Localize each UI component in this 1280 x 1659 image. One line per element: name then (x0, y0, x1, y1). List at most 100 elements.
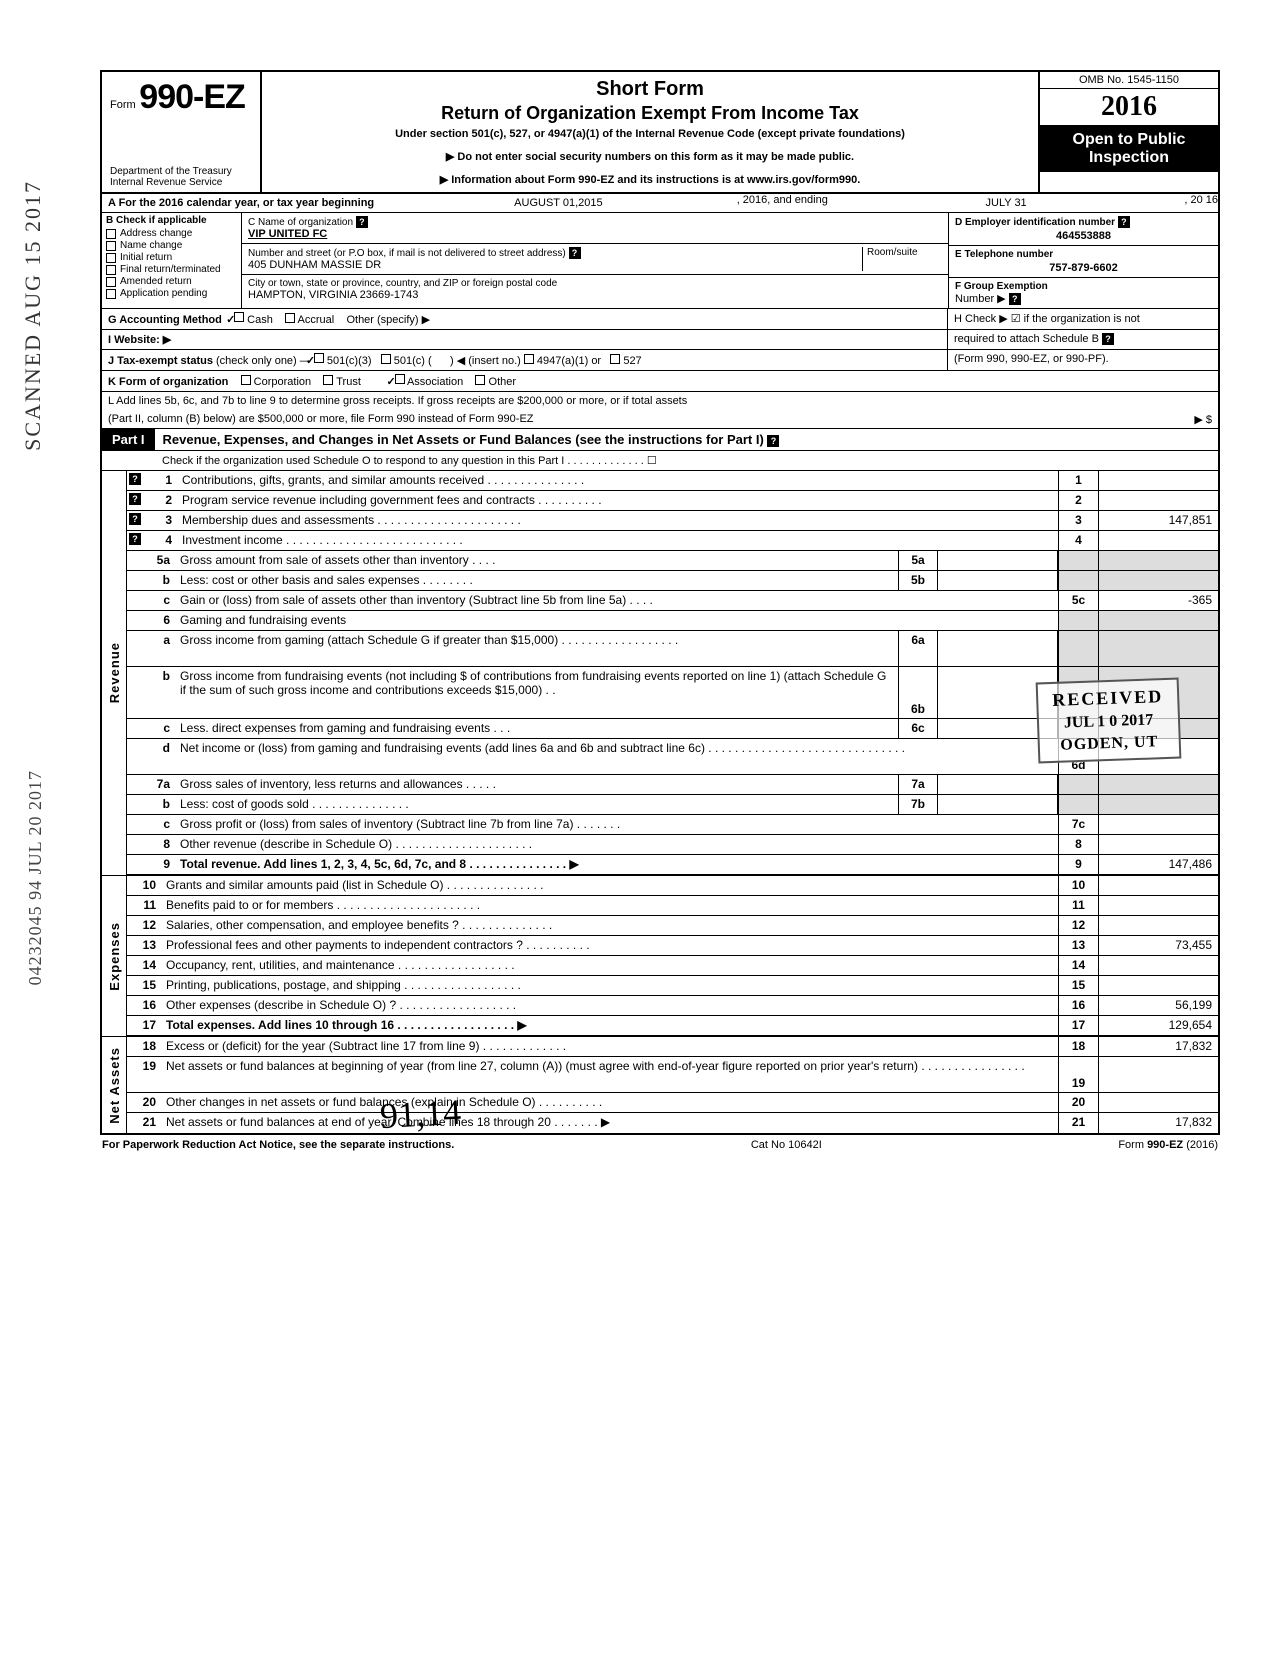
form-prefix: Form (110, 99, 136, 111)
chk-initial-return[interactable] (106, 253, 116, 263)
help-icon: ? (129, 473, 141, 485)
line1-val (1098, 471, 1218, 490)
row-j-tax-status: J Tax-exempt status (check only one) — 5… (102, 350, 1218, 371)
row-k-form-org: K Form of organization Corporation Trust… (102, 371, 1218, 392)
chk-other[interactable] (475, 375, 485, 385)
line4-val (1098, 531, 1218, 550)
header-mid: Short Form Return of Organization Exempt… (262, 72, 1038, 192)
help-icon: ? (129, 493, 141, 505)
expenses-label: Expenses (107, 922, 122, 991)
line20-val (1098, 1093, 1218, 1112)
chk-assoc[interactable] (395, 374, 405, 384)
line19-val (1098, 1057, 1218, 1092)
line11-val (1098, 896, 1218, 915)
chk-name-change[interactable] (106, 241, 116, 251)
handwritten-note: 91,14 (379, 1091, 462, 1137)
line5a-val (938, 551, 1058, 570)
col-def: D Employer identification number ? 46455… (948, 213, 1218, 308)
line18-val: 17,832 (1098, 1037, 1218, 1056)
help-icon: ? (569, 247, 581, 259)
tax-year-end-month: JULY 31 (828, 194, 1185, 212)
line3-val: 147,851 (1098, 511, 1218, 530)
phone: 757-879-6602 (955, 262, 1212, 274)
line2-val (1098, 491, 1218, 510)
chk-trust[interactable] (323, 375, 333, 385)
ein: 464553888 (955, 230, 1212, 242)
tax-year-end-year: , 20 16 (1184, 194, 1218, 212)
line5b-val (938, 571, 1058, 590)
footer-cat: Cat No 10642I (751, 1139, 822, 1151)
help-icon: ? (1009, 293, 1021, 305)
omb-number: OMB No. 1545-1150 (1040, 72, 1218, 89)
line21-val: 17,832 (1098, 1113, 1218, 1133)
title-return: Return of Organization Exempt From Incom… (272, 103, 1028, 124)
org-street: 405 DUNHAM MASSIE DR (248, 259, 862, 271)
chk-accrual[interactable] (285, 313, 295, 323)
chk-527[interactable] (610, 354, 620, 364)
help-icon: ? (1118, 216, 1130, 228)
line12-val (1098, 916, 1218, 935)
org-city: HAMPTON, VIRGINIA 23669-1743 (248, 289, 942, 301)
org-name: VIP UNITED FC (248, 228, 942, 240)
row-i-website: I Website: ▶ required to attach Schedule… (102, 330, 1218, 350)
footer-paperwork: For Paperwork Reduction Act Notice, see … (102, 1139, 454, 1151)
header-right: OMB No. 1545-1150 2016 Open to Public In… (1038, 72, 1218, 192)
line8-val (1098, 835, 1218, 854)
row-a-tax-year: A For the 2016 calendar year, or tax yea… (102, 194, 1218, 213)
line14-val (1098, 956, 1218, 975)
part1-check: Check if the organization used Schedule … (102, 451, 1218, 471)
part1-title: Revenue, Expenses, and Changes in Net As… (155, 429, 788, 450)
line16-val: 56,199 (1098, 996, 1218, 1015)
section-net-assets: Net Assets 18Excess or (deficit) for the… (102, 1037, 1218, 1133)
form-header: Form 990-EZ Department of the Treasury I… (102, 72, 1218, 194)
col-c-org: C Name of organization ? VIP UNITED FC N… (242, 213, 948, 308)
side-stamp-scanned: SCANNED AUG 15 2017 (20, 180, 46, 451)
open-to-public: Open to Public Inspection (1040, 125, 1218, 172)
tax-year-begin: AUGUST 01,2015 (380, 194, 737, 212)
chk-501c3[interactable] (314, 353, 324, 363)
header-left: Form 990-EZ Department of the Treasury I… (102, 72, 262, 192)
section-expenses: Expenses 10Grants and similar amounts pa… (102, 876, 1218, 1037)
help-icon: ? (129, 513, 141, 525)
revenue-label: Revenue (107, 642, 122, 703)
chk-amended[interactable] (106, 277, 116, 287)
help-icon: ? (129, 533, 141, 545)
chk-4947[interactable] (524, 354, 534, 364)
received-stamp: RECEIVED JUL 1 0 2017 OGDEN, UT (1036, 678, 1182, 764)
footer-form: Form 990-EZ (2016) (1118, 1139, 1218, 1151)
chk-corp[interactable] (241, 375, 251, 385)
dept-treasury: Department of the Treasury (110, 166, 232, 177)
chk-address-change[interactable] (106, 229, 116, 239)
line7c-val (1098, 815, 1218, 834)
line9-val: 147,486 (1098, 855, 1218, 874)
chk-final-return[interactable] (106, 265, 116, 275)
help-icon: ? (356, 216, 368, 228)
col-b-check: B Check if applicable Address change Nam… (102, 213, 242, 308)
line15-val (1098, 976, 1218, 995)
row-h-check: H Check ▶ ☑ if the organization is not (948, 309, 1218, 329)
tax-year: 2016 (1040, 89, 1218, 125)
chk-501c[interactable] (381, 354, 391, 364)
help-icon: ? (1102, 333, 1114, 345)
net-assets-label: Net Assets (107, 1047, 122, 1124)
form-number: 990-EZ (139, 78, 245, 116)
instr-web: ▶ Information about Form 990-EZ and its … (272, 173, 1028, 186)
form-990ez: Form 990-EZ Department of the Treasury I… (100, 70, 1220, 1135)
dept-irs: Internal Revenue Service (110, 177, 232, 188)
part1-header: Part I Revenue, Expenses, and Changes in… (102, 429, 1218, 451)
instr-ssn: ▶ Do not enter social security numbers o… (272, 150, 1028, 163)
side-stamp-dln: 04232045 94 JUL 20 2017 (25, 770, 46, 985)
line13-val: 73,455 (1098, 936, 1218, 955)
line5c-val: -365 (1098, 591, 1218, 610)
part1-badge: Part I (102, 429, 155, 450)
help-icon: ? (767, 435, 779, 447)
page-footer: For Paperwork Reduction Act Notice, see … (100, 1135, 1220, 1155)
chk-cash[interactable] (234, 312, 244, 322)
section-revenue: Revenue ?1Contributions, gifts, grants, … (102, 471, 1218, 876)
row-l1: L Add lines 5b, 6c, and 7b to line 9 to … (102, 392, 1218, 410)
row-l2: (Part II, column (B) below) are $500,000… (102, 410, 1218, 429)
line10-val (1098, 876, 1218, 895)
title-short-form: Short Form (272, 78, 1028, 101)
chk-application-pending[interactable] (106, 289, 116, 299)
block-bcdef: B Check if applicable Address change Nam… (102, 213, 1218, 309)
